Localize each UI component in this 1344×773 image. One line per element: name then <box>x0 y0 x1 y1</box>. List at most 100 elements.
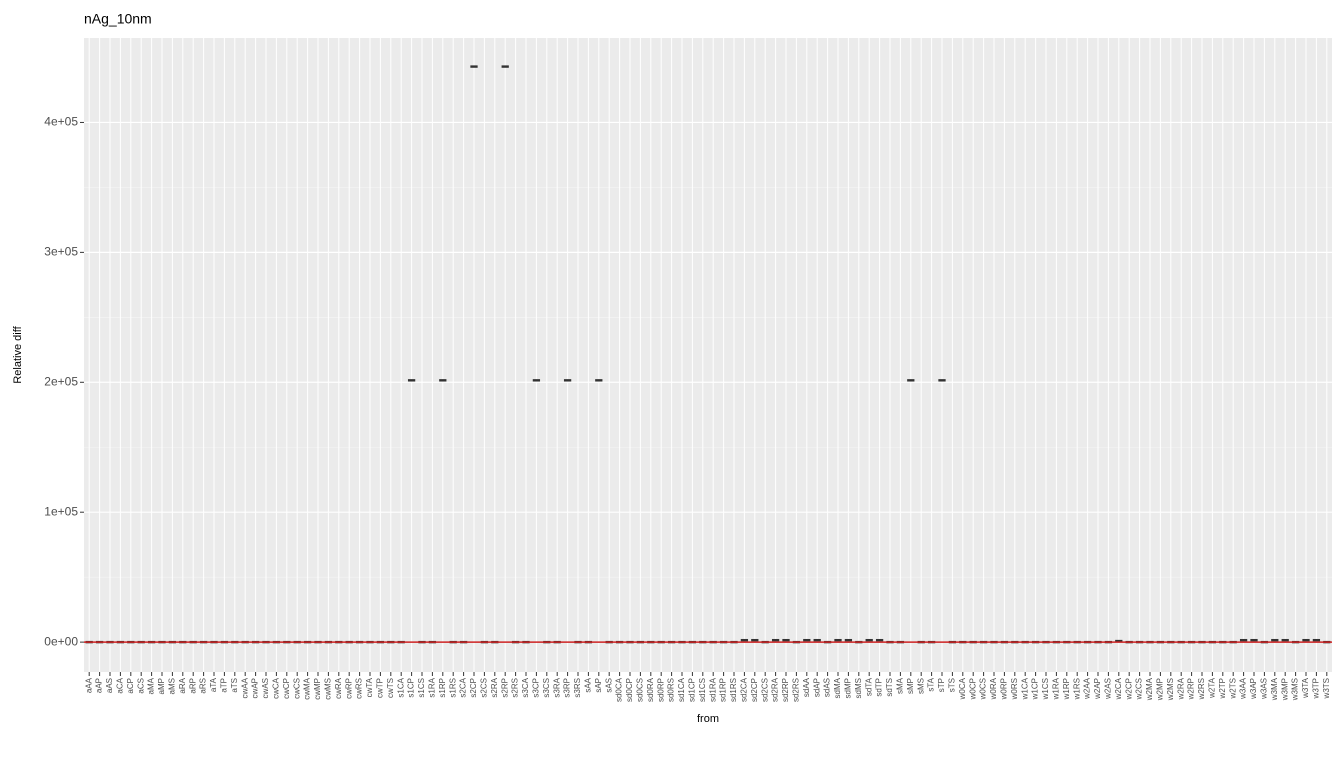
y-tick-label: 4e+05 <box>44 115 78 129</box>
y-axis-label: Relative diff <box>12 325 24 383</box>
x-tick-label: w2TA <box>1208 677 1217 699</box>
x-tick-label: sd1CA <box>677 677 686 702</box>
x-tick-label: aRS <box>199 678 208 694</box>
x-tick-label: cwCP <box>282 678 291 699</box>
x-tick-label: sd1CS <box>698 678 707 702</box>
x-tick-label: cwMP <box>313 678 322 700</box>
x-tick-label: sdMP <box>844 678 853 698</box>
box <box>1115 639 1123 643</box>
y-tick-label: 2e+05 <box>44 374 78 388</box>
x-tick-label: w0RS <box>1010 678 1019 700</box>
box <box>501 65 509 68</box>
x-tick-label: s3RS <box>573 678 582 698</box>
x-tick-label: s3RP <box>563 678 572 698</box>
x-tick-label: w2AP <box>1093 678 1102 700</box>
x-tick-label: sMP <box>906 678 915 694</box>
box <box>782 638 790 642</box>
x-tick-label: sTA <box>927 677 936 691</box>
x-tick-label: sd2RS <box>792 678 801 702</box>
x-axis-label: from <box>697 713 719 725</box>
box <box>834 638 842 642</box>
box <box>1302 638 1310 642</box>
x-tick-label: s2RP <box>500 678 509 698</box>
x-tick-label: s1RA <box>428 677 437 697</box>
x-tick-label: sdAP <box>812 678 821 697</box>
x-tick-label: sd2CP <box>750 678 759 702</box>
x-tick-label: cwRS <box>355 678 364 699</box>
x-tick-label: w2TP <box>1218 678 1227 699</box>
x-tick-label: sd0RS <box>667 678 676 702</box>
x-tick-label: s2RS <box>511 678 520 698</box>
x-tick-label: sd0RA <box>646 677 655 702</box>
box <box>740 638 749 642</box>
x-tick-label: w2RS <box>1197 678 1206 700</box>
box <box>1312 638 1321 642</box>
x-tick-label: cwMS <box>324 678 333 700</box>
x-tick-label: s1RP <box>438 678 447 698</box>
x-tick-label: w0CS <box>979 678 988 700</box>
x-tick-label: w1RP <box>1062 678 1071 700</box>
x-tick-label: sAA <box>584 677 593 692</box>
x-tick-label: sd0CA <box>615 677 624 702</box>
x-tick-label: sd1RS <box>729 678 738 702</box>
x-tick-label: sTP <box>937 678 946 692</box>
chart-title: nAg_10nm <box>84 11 152 27</box>
x-tick-label: sd2CS <box>760 678 769 702</box>
box <box>532 379 541 382</box>
x-tick-label: aMS <box>168 678 177 694</box>
x-tick-label: cwTS <box>386 678 395 698</box>
x-tick-label: cwRA <box>334 677 343 699</box>
x-tick-label: s3RA <box>552 677 561 697</box>
x-tick-label: sAP <box>594 678 603 693</box>
x-tick-label: aTS <box>230 678 239 693</box>
x-tick-label: sd1RP <box>719 678 728 702</box>
x-tick-label: aRA <box>178 677 187 693</box>
x-tick-label: sd1CP <box>688 678 697 702</box>
box <box>803 638 811 642</box>
x-tick-label: sd0RP <box>656 678 665 702</box>
box <box>907 379 915 382</box>
x-tick-label: s3CA <box>521 677 530 697</box>
x-tick-label: w3TS <box>1322 678 1331 699</box>
x-tick-label: w0RP <box>1000 678 1009 700</box>
x-tick-label: sd0CS <box>636 678 645 702</box>
x-tick-label: w2TS <box>1228 678 1237 699</box>
x-tick-label: aMA <box>147 677 156 694</box>
box <box>751 638 759 642</box>
x-tick-label: s2CS <box>480 678 489 698</box>
x-tick-label: w0CA <box>958 677 967 700</box>
x-tick-label: cwCA <box>272 677 281 699</box>
x-tick-label: aCP <box>126 678 135 694</box>
x-tick-label: w2AA <box>1083 677 1092 700</box>
box <box>595 379 603 382</box>
x-tick-label: cwRP <box>344 678 353 699</box>
x-tick-label: cwTA <box>365 677 374 697</box>
x-tick-label: sMA <box>896 677 905 694</box>
x-tick-label: w3TA <box>1301 677 1310 699</box>
box <box>865 638 873 642</box>
box <box>875 638 884 642</box>
x-tick-label: cwMA <box>303 677 312 699</box>
panel <box>84 38 1332 672</box>
x-tick-label: cwAP <box>251 678 260 698</box>
x-tick-label: w2MA <box>1145 677 1154 701</box>
x-tick-label: w1CA <box>1020 677 1029 700</box>
x-tick-label: s1RS <box>448 678 457 698</box>
x-tick-label: w2CA <box>1114 677 1123 700</box>
x-tick-label: aCA <box>116 677 125 693</box>
x-tick-label: sdMA <box>833 677 842 698</box>
x-tick-label: s2CA <box>459 677 468 697</box>
box <box>470 65 478 68</box>
y-tick-label: 1e+05 <box>44 504 78 518</box>
x-tick-label: aTP <box>220 678 229 693</box>
x-tick-label: w3MP <box>1280 678 1289 701</box>
box <box>563 379 572 382</box>
x-tick-label: sdAA <box>802 677 811 697</box>
box <box>844 638 853 642</box>
x-tick-label: w2CS <box>1135 678 1144 700</box>
x-tick-label: w3AP <box>1249 678 1258 700</box>
x-tick-label: s3CP <box>532 678 541 698</box>
box <box>813 638 821 642</box>
x-tick-label: w3MS <box>1291 678 1300 701</box>
